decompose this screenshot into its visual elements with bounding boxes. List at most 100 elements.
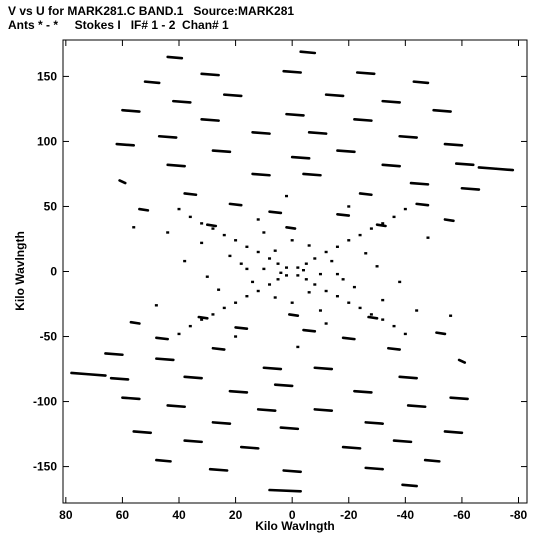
uv-point (392, 324, 396, 328)
uv-track (432, 108, 452, 113)
uv-point (177, 332, 181, 336)
uv-track (477, 166, 498, 171)
uv-point (398, 280, 402, 284)
uv-point (251, 280, 255, 284)
uv-track (279, 426, 300, 431)
uv-track (239, 445, 260, 450)
uv-point (369, 227, 373, 230)
uv-track (208, 467, 229, 472)
uv-track (358, 192, 373, 197)
uv-track (129, 320, 141, 325)
uv-track (307, 131, 328, 135)
uv-point (304, 262, 308, 265)
uv-point (268, 257, 272, 260)
uv-track (166, 55, 184, 60)
uv-point (245, 295, 249, 298)
uv-point (426, 236, 430, 239)
uv-point (200, 241, 204, 245)
uv-point (256, 250, 260, 254)
uv-point (234, 301, 238, 304)
uv-point (347, 205, 351, 208)
axis-tick-labels: 80 60 40 20 0 -20 -40 -60 -80 -150 -100 -50 0 50 100 15… (33, 69, 528, 522)
uv-track (285, 112, 305, 117)
uv-track (401, 483, 418, 488)
x-tick-label: -60 (453, 508, 471, 522)
uv-point (347, 301, 351, 304)
uv-track (435, 331, 447, 336)
y-tick-label: 0 (50, 265, 57, 279)
uv-point (268, 283, 272, 286)
uv-track (302, 172, 322, 177)
uv-point (188, 215, 192, 219)
uv-track (143, 80, 161, 85)
uv-point (200, 222, 204, 225)
uv-point (154, 304, 158, 307)
uv-track (222, 93, 243, 98)
y-tick-label: 150 (37, 69, 57, 83)
uv-track (398, 375, 418, 380)
uv-point (262, 267, 266, 271)
uv-point (245, 245, 249, 248)
uv-point (285, 266, 289, 269)
uv-track (406, 404, 427, 409)
uv-track (392, 439, 413, 444)
uv-point (296, 266, 300, 269)
uv-track (341, 336, 356, 341)
uv-point (245, 267, 249, 271)
uv-point (256, 218, 260, 221)
uv-track (166, 404, 186, 409)
uv-track (211, 149, 232, 154)
uv-point (205, 275, 209, 278)
uv-point (364, 252, 368, 255)
uv-point (324, 289, 328, 293)
uv-track (200, 72, 220, 77)
uv-track (449, 396, 469, 401)
uv-point (313, 283, 317, 286)
uv-point (449, 314, 453, 317)
uv-track (183, 439, 203, 444)
uv-track (155, 357, 175, 362)
uv-track (234, 326, 249, 331)
uv-track (166, 163, 186, 168)
x-tick-label: 40 (172, 508, 186, 522)
uv-track (336, 149, 356, 154)
uv-track (282, 469, 302, 474)
uv-track (121, 396, 141, 401)
uv-track (183, 375, 203, 380)
uv-point (341, 278, 345, 281)
uv-point (381, 318, 385, 321)
uv-point (262, 231, 266, 234)
uv-point (234, 335, 238, 338)
x-tick-label: -20 (340, 508, 358, 522)
uv-track (494, 167, 515, 172)
uv-track (70, 371, 90, 376)
uv-point (415, 309, 419, 312)
uv-track (353, 118, 373, 122)
uv-track (367, 315, 379, 320)
uv-track (273, 383, 294, 388)
uv-track (87, 372, 107, 377)
uv-point (239, 262, 243, 265)
uv-point (285, 274, 289, 277)
uv-point (211, 313, 215, 316)
uv-point (381, 298, 385, 302)
uv-point (352, 285, 356, 289)
uv-track (302, 328, 317, 333)
x-tick-label: -80 (510, 508, 528, 522)
uv-track (454, 162, 475, 167)
uv-track (104, 352, 124, 357)
uv-point (313, 257, 317, 260)
uv-track (109, 376, 130, 381)
y-axis-label: Kilo Wavlngth (13, 231, 27, 311)
y-tick-label: -100 (33, 395, 57, 409)
uv-track (355, 71, 376, 76)
uv-point (403, 207, 407, 211)
uv-point (335, 272, 339, 276)
uv-point (290, 301, 294, 304)
uv-point (318, 272, 322, 276)
uv-track (290, 155, 311, 160)
y-tick-label: 100 (37, 134, 57, 148)
uv-track (313, 408, 334, 412)
uv-track (268, 210, 283, 215)
